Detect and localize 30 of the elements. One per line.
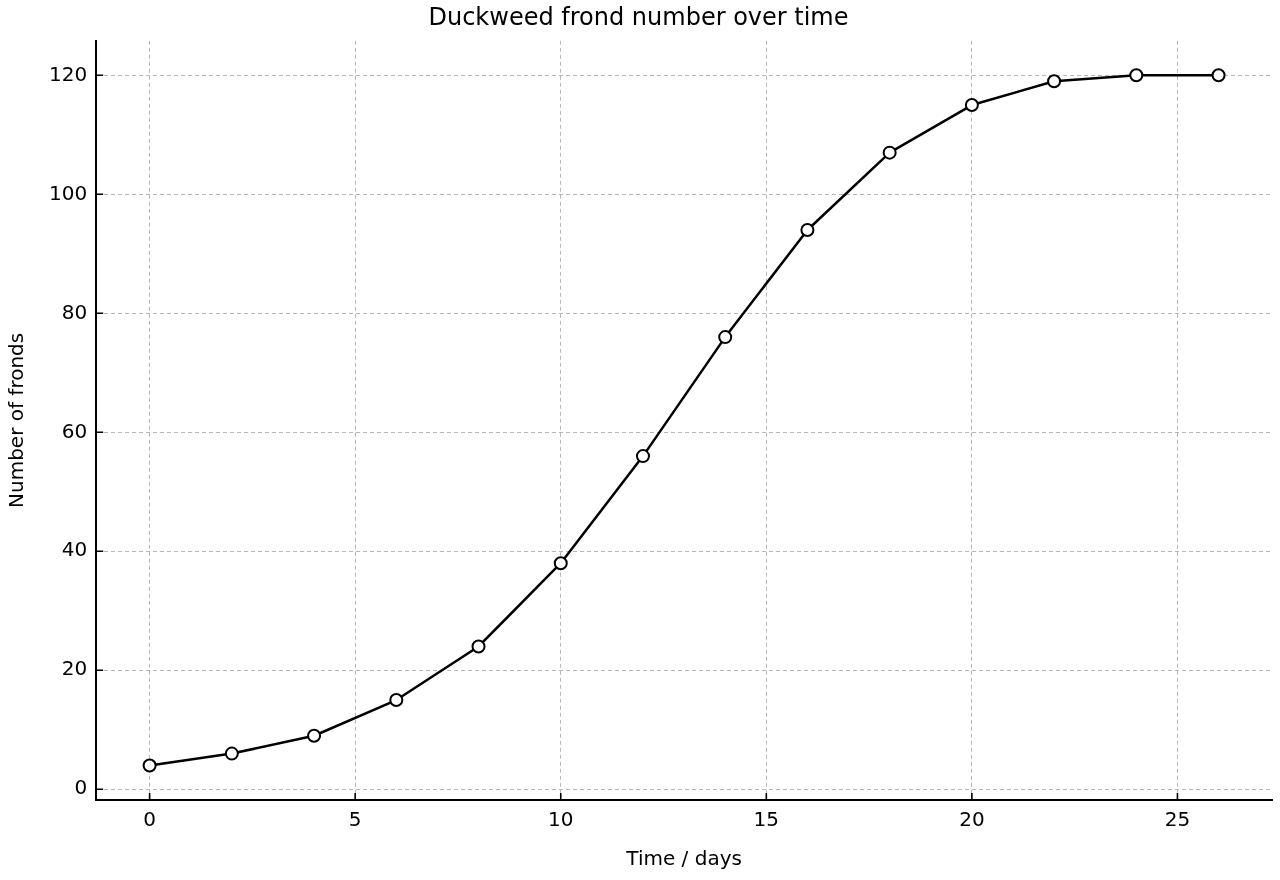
point <box>1129 68 1144 83</box>
x-tick-label: 10 <box>548 807 574 832</box>
x-tick-label: 5 <box>348 807 362 832</box>
y-tick-label: 0 <box>74 775 88 800</box>
y-axis-title: Number of fronds <box>4 332 29 508</box>
x-axis-title: Time / days <box>625 846 742 871</box>
y-tick-label: 60 <box>61 418 88 443</box>
y-tick-label: 20 <box>61 656 88 681</box>
point <box>553 556 568 571</box>
point <box>224 746 239 761</box>
y-tick-label: 100 <box>48 180 88 205</box>
chart-title: Duckweed frond number over time <box>428 2 849 31</box>
x-tick-label: 20 <box>959 807 985 832</box>
y-tick-label: 80 <box>61 299 88 324</box>
x-tick-label: 0 <box>143 807 156 832</box>
point <box>1211 68 1226 83</box>
point <box>307 728 322 743</box>
y-tick-label: 120 <box>48 61 88 86</box>
point <box>800 223 815 238</box>
point <box>635 449 650 464</box>
point <box>389 693 404 708</box>
y-tick-label: 40 <box>61 537 88 562</box>
point <box>142 758 157 773</box>
point <box>1047 74 1062 89</box>
point <box>471 639 486 654</box>
x-tick-label: 15 <box>753 807 780 832</box>
point <box>964 98 979 113</box>
point <box>718 330 733 345</box>
x-tick-label: 25 <box>1164 807 1191 832</box>
point <box>882 145 897 160</box>
